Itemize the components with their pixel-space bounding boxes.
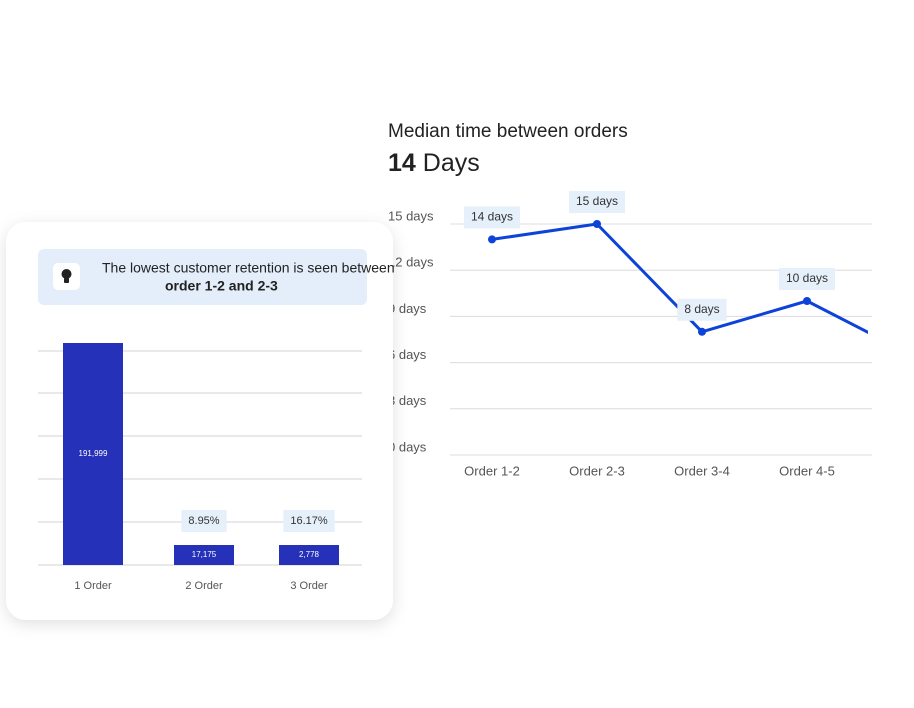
bar (174, 545, 234, 565)
y-tick-label: 6 days (388, 347, 427, 362)
headline-value: 14 (388, 149, 416, 177)
rate-label-bg (283, 510, 335, 532)
y-tick-label: 15 days (388, 208, 434, 223)
data-label: 8 days (684, 302, 719, 316)
headline: 14 Days (388, 149, 480, 177)
data-label: 14 days (471, 210, 513, 224)
x-tick-label: 2 Order (185, 580, 223, 592)
point (803, 297, 811, 305)
x-tick-label: Order 2-3 (569, 463, 625, 478)
point (698, 327, 706, 336)
headline-unit: Days (423, 149, 480, 177)
data-label-bg (568, 191, 626, 213)
insight-emphasis: order 1-2 and 2-3 (165, 278, 278, 294)
x-tick-label: 1 Order (74, 580, 112, 592)
point (593, 220, 601, 228)
data-label: 15 days (576, 194, 618, 208)
line-chart: 0 days 3 days 6 days 9 days 12 days 15 days Or… (388, 191, 872, 478)
data-label-bg (463, 206, 521, 229)
rate-label: 8.95% (188, 515, 219, 527)
y-tick-label: 3 days (388, 393, 427, 408)
x-tick-label: 3 Order (290, 580, 328, 592)
x-tick-label: Order 4-5 (779, 463, 835, 478)
point (488, 235, 496, 244)
x-tick-label: Order 1-2 (464, 463, 520, 478)
y-tick-label: 9 days (388, 301, 427, 316)
bulb-base (64, 278, 69, 283)
data-label-bg (778, 268, 836, 290)
bar (63, 343, 123, 565)
y-tick-label: 0 days (388, 439, 427, 454)
rate-label-bg (181, 510, 227, 532)
bar-chart: 191,999 1 Order 17,175 2 Order 8.95% 2,778 3 O… (38, 343, 362, 592)
rate-label: 16.17% (290, 515, 328, 527)
y-tick-label: 12 days (388, 255, 434, 270)
data-label-bg (677, 298, 727, 321)
line-title: Median time between orders (388, 121, 628, 142)
bar-value-label: 17,175 (192, 550, 217, 559)
x-tick-label: Order 3-4 (674, 463, 730, 478)
bar (279, 545, 339, 565)
data-label: 10 days (786, 271, 828, 285)
bar-value-label: 191,999 (79, 449, 108, 458)
bulb-icon (61, 269, 72, 279)
insight-box (38, 249, 367, 305)
insight-text: The lowest customer retention is seen be… (102, 260, 395, 276)
bar-value-label: 2,778 (299, 550, 320, 559)
